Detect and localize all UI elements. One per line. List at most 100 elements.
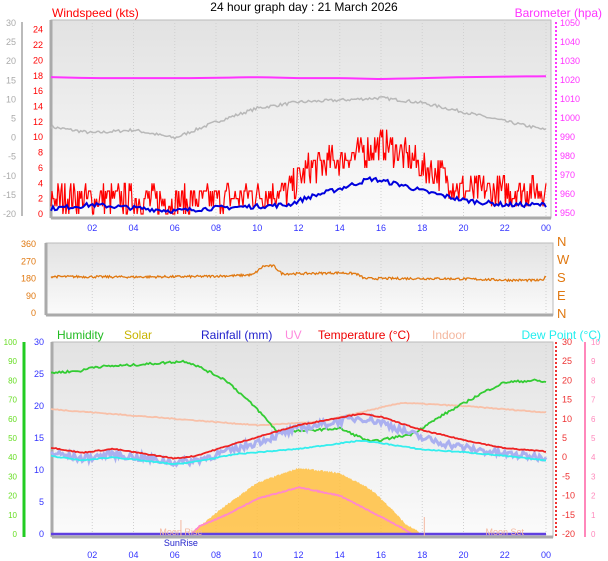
direction-axis-tick-label: 270 [21,256,36,266]
windspeed-axis-tick-label: 24 [33,25,43,35]
x-tick-label: 22 [500,223,510,233]
x-tick-label: 04 [128,223,138,233]
x-tick-label: 18 [417,550,427,560]
barometer-axis-tick-label: 1000 [560,113,580,123]
windspeed-axis-tick-label: 14 [33,101,43,111]
series-humidity [50,359,547,443]
x-tick-label: 04 [128,550,138,560]
series-uv [191,486,412,535]
temperature-left-axis-tick-label: 20 [34,401,44,411]
x-tick-label: 12 [293,223,303,233]
x-tick-label: 10 [252,223,262,233]
series-temperature [50,412,547,460]
temperature-right-axis-tick-label: 30 [562,337,572,347]
barometer-axis-tick-label: 1010 [560,94,580,104]
temperature-right-axis-tick-label: -10 [562,491,575,501]
humidity-axis-tick-label: 10 [8,511,17,520]
series-indoor [50,401,547,427]
x-tick-label: 06 [170,550,180,560]
temperature-left-axis-tick-label: 30 [34,337,44,347]
secondary-axis-tick-label: 15 [6,75,16,85]
sunrise-label: SunRise [164,538,198,548]
humidity-axis-tick-label: 40 [8,453,17,462]
secondary-axis-tick-label: -15 [3,190,16,200]
temperature-left-axis-tick-label: 5 [39,497,44,507]
windspeed-axis-tick-label: 10 [33,132,43,142]
x-tick-label: 20 [458,223,468,233]
secondary-axis-tick-label: 20 [6,56,16,66]
legend-dewpoint: Dew Point (°C) [522,328,601,342]
secondary-axis-tick-label: 30 [6,18,16,28]
uv-axis-tick-label: 0 [591,530,596,539]
temperature-left-axis-tick-label: 15 [34,433,44,443]
x-tick-label: 06 [170,223,180,233]
barometer-axis-tick-label: 980 [560,151,575,161]
secondary-axis-tick-label: 0 [11,133,16,143]
temperature-left-axis-tick-label: 10 [34,465,44,475]
uv-axis-tick-label: 6 [591,415,596,424]
x-tick-label: 02 [87,550,97,560]
x-tick-label: 00 [541,223,551,233]
x-tick-label: 20 [458,550,468,560]
temperature-right-axis-tick-label: 20 [562,375,572,385]
moonset-label: Moon Set [485,527,524,537]
temperature-right-axis-tick-label: -20 [562,529,575,539]
compass-label: E [557,288,566,303]
humidity-axis-tick-label: 50 [8,434,17,443]
legend-indoor: Indoor [432,328,466,342]
direction-axis-tick-label: 0 [31,308,36,318]
x-tick-label: 16 [376,223,386,233]
compass-label: W [557,252,570,267]
uv-axis-tick-label: 4 [591,453,596,462]
windspeed-axis-tick-label: 20 [33,55,43,65]
series-wind-direction [50,264,547,283]
humidity-axis-tick-label: 100 [4,338,18,347]
temperature-right-axis-tick-label: 5 [562,433,567,443]
barometer-axis-tick-label: 1040 [560,37,580,47]
series-solar [191,467,423,535]
secondary-axis-tick-label: -20 [3,209,16,219]
windspeed-axis-tick-label: 4 [38,178,43,188]
x-tick-label: 14 [335,550,345,560]
uv-axis-tick-label: 3 [591,472,596,481]
secondary-axis-tick-label: -10 [3,171,16,181]
windspeed-axis-tick-label: 18 [33,71,43,81]
compass-label: N [557,234,566,249]
legend-solar: Solar [124,328,152,342]
compass-label: N [557,306,566,321]
barometer-axis-tick-label: 970 [560,170,575,180]
direction-axis-tick-label: 360 [21,239,36,249]
x-tick-label: 08 [211,550,221,560]
direction-axis-tick-label: 90 [26,291,36,301]
x-tick-label: 10 [252,550,262,560]
uv-axis-tick-label: 5 [591,434,596,443]
series-dew-point [50,439,547,465]
windspeed-axis-tick-label: 16 [33,86,43,96]
humidity-axis-tick-label: 70 [8,396,17,405]
temperature-right-axis-tick-label: 25 [562,356,572,366]
uv-axis-tick-label: 2 [591,492,596,501]
x-tick-label: 02 [87,223,97,233]
humidity-axis-tick-label: 30 [8,472,17,481]
temperature-right-axis-tick-label: 0 [562,452,567,462]
secondary-axis-tick-label: 25 [6,37,16,47]
legend-humidity: Humidity [57,328,104,342]
windspeed-axis-tick-label: 6 [38,163,43,173]
barometer-axis-tick-label: 990 [560,132,575,142]
series-barometer [50,75,547,80]
secondary-axis-tick-label: -5 [8,152,16,162]
direction-axis-tick-label: 180 [21,274,36,284]
compass-label: S [557,270,566,285]
windspeed-axis-tick-label: 0 [38,209,43,219]
series-average [50,176,547,215]
x-tick-label: 14 [335,223,345,233]
windspeed-axis-tick-label: 2 [38,194,43,204]
series-secondary-grey- [50,96,547,140]
legend-temperature: Temperature (°C) [318,328,410,342]
barometer-axis-tick-label: 1030 [560,56,580,66]
x-tick-label: 08 [211,223,221,233]
humidity-axis-tick-label: 60 [8,415,17,424]
humidity-axis-tick-label: 80 [8,376,17,385]
